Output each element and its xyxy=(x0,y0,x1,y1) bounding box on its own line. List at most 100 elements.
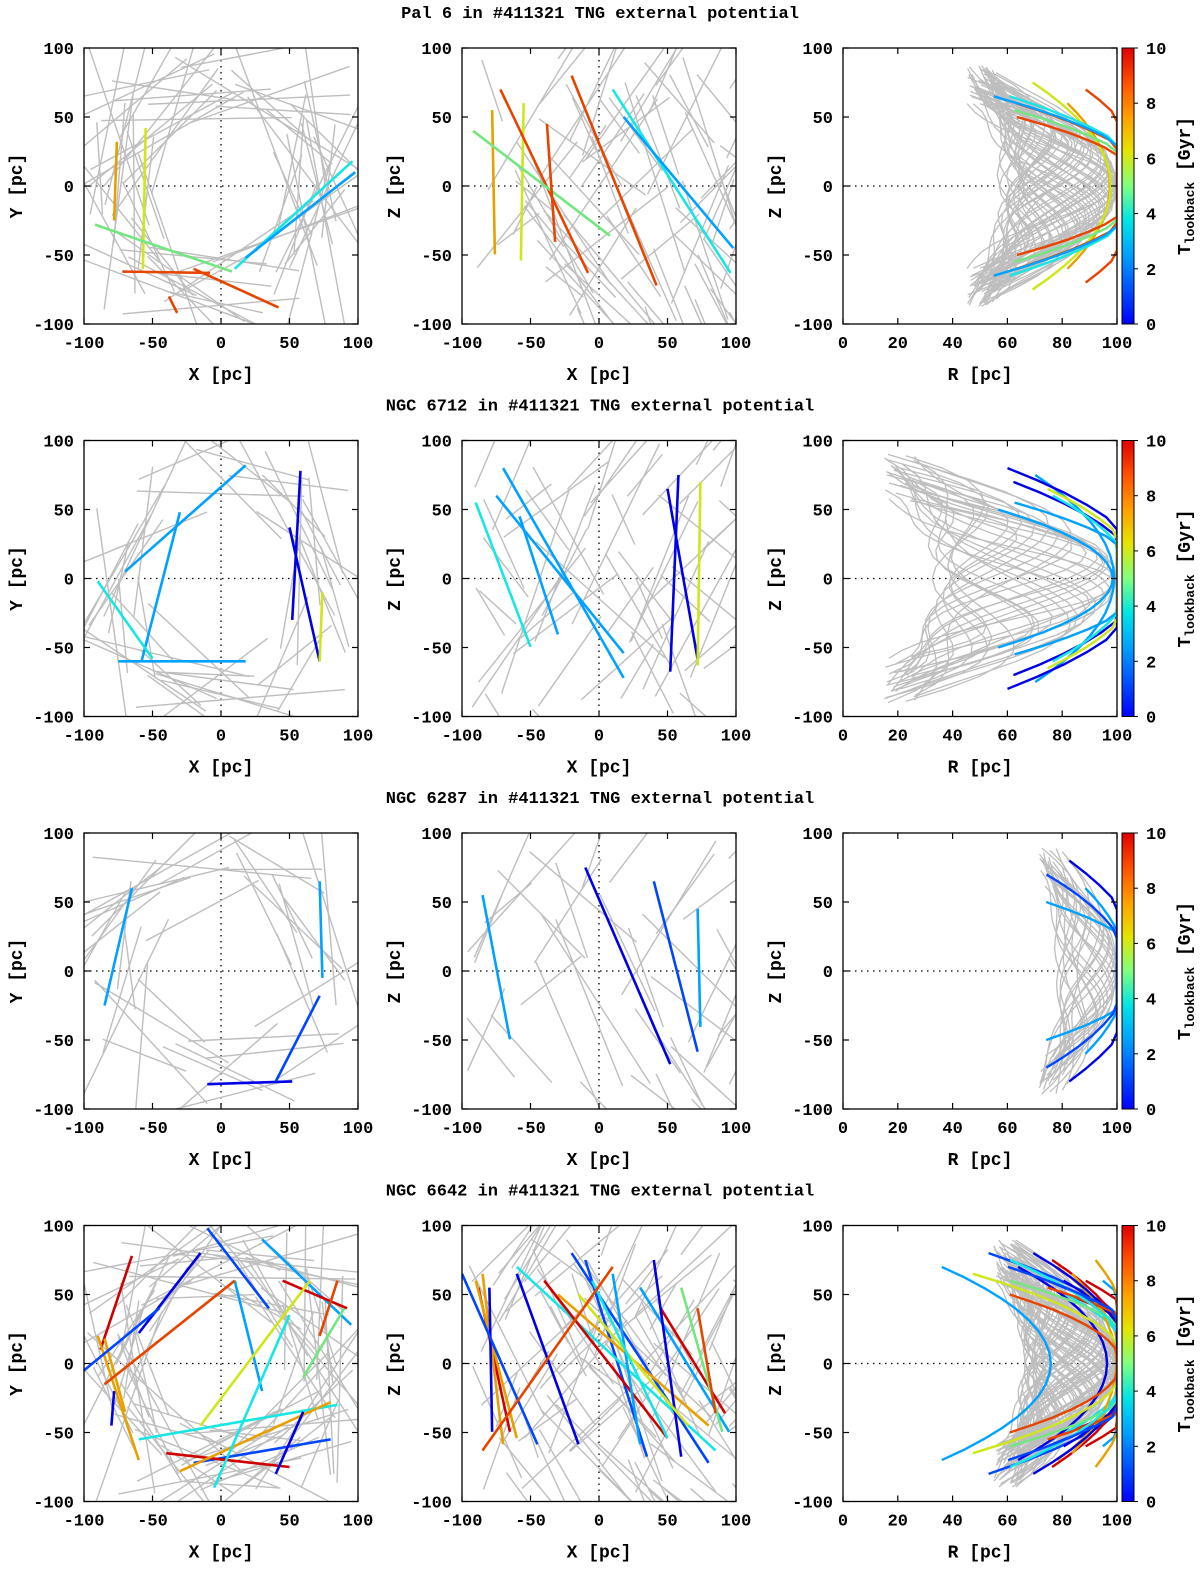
colorbar-gradient xyxy=(1121,47,1135,325)
colorbar-tick-label: 8 xyxy=(1146,1274,1156,1293)
orbit-segment xyxy=(474,440,496,488)
orbit-segment xyxy=(652,248,684,324)
orbit-segment xyxy=(478,547,587,683)
track-7 xyxy=(481,1273,505,1445)
orbit-segment xyxy=(717,1012,736,1037)
orbit-segment xyxy=(133,1330,158,1433)
orbit-segment xyxy=(188,1033,339,1042)
track-5 xyxy=(659,1307,727,1414)
track-15 xyxy=(302,1307,346,1378)
orbit-segment xyxy=(583,440,638,517)
track-20 xyxy=(481,1266,614,1452)
track-14 xyxy=(233,1280,264,1392)
orbit-segment xyxy=(160,679,279,710)
track-1 xyxy=(112,141,119,221)
orbit-segment xyxy=(588,1365,657,1438)
orbit-curve xyxy=(1002,1266,1104,1461)
orbit-segment xyxy=(679,1287,736,1396)
orbit-segment xyxy=(525,489,570,551)
orbit-segment xyxy=(478,590,517,625)
orbit-segment xyxy=(284,189,346,265)
track-16 xyxy=(1047,1286,1117,1441)
orbit-segment xyxy=(599,894,656,1012)
y-tick-label: -50 xyxy=(43,1033,74,1052)
colorbar-tick-label: 0 xyxy=(1146,1495,1156,1514)
orbit-segment xyxy=(516,142,612,285)
y-tick-label: 100 xyxy=(802,826,833,845)
orbit-segment xyxy=(566,1239,667,1377)
orbit-segment xyxy=(178,1022,278,1109)
orbit-segment xyxy=(84,891,161,954)
orbit-segment xyxy=(84,890,128,968)
orbit-segment xyxy=(187,1225,281,1272)
orbit-segment xyxy=(482,537,529,598)
orbit-segment xyxy=(158,833,253,886)
track-2 xyxy=(141,128,147,269)
orbit-segment xyxy=(697,254,729,324)
orbit-segment xyxy=(84,628,207,712)
orbit-curve xyxy=(884,489,1091,668)
orbit-segment xyxy=(293,115,305,255)
orbit-segment xyxy=(682,57,736,228)
orbit-segment xyxy=(84,165,161,262)
orbit-segment xyxy=(634,1008,681,1074)
track-5 xyxy=(474,502,532,648)
x-axis-label: X [pc] xyxy=(567,759,632,779)
orbit-segment xyxy=(670,1036,704,1106)
orbit-segment xyxy=(671,232,736,296)
orbit-segment xyxy=(213,1292,330,1316)
y-tick-label: -50 xyxy=(421,248,452,267)
orbit-segment xyxy=(571,97,597,151)
orbit-curve xyxy=(1015,1281,1112,1446)
orbit-segment xyxy=(624,82,686,274)
orbit-segment xyxy=(694,263,728,324)
orbit-curve xyxy=(1007,1273,1106,1454)
y-axis-label: Z [pc] xyxy=(767,1331,787,1396)
orbit-segment xyxy=(523,1225,572,1283)
x-tick-label: -50 xyxy=(515,1120,546,1139)
colorbar-tick-label: 8 xyxy=(1146,489,1156,508)
orbit-curve xyxy=(970,90,1085,282)
orbit-segment xyxy=(483,499,525,589)
x-tick-label: -50 xyxy=(137,1120,168,1139)
orbit-segment xyxy=(670,164,730,304)
track-11 xyxy=(166,1451,290,1469)
y-tick-label: 0 xyxy=(442,1357,452,1376)
orbit-segment xyxy=(720,441,736,487)
orbit-curve xyxy=(911,477,1034,680)
x-tick-label: 20 xyxy=(888,1513,908,1532)
orbit-segment xyxy=(111,592,175,663)
track-12 xyxy=(179,1400,332,1473)
orbit-segment xyxy=(113,102,126,244)
x-tick-label: 0 xyxy=(838,1120,848,1139)
orbit-segment xyxy=(669,74,709,148)
x-tick-label: 80 xyxy=(1052,335,1072,354)
track-18 xyxy=(212,1314,291,1489)
orbit-segment xyxy=(620,213,700,280)
orbit-curve xyxy=(996,1272,1086,1455)
panel-2-3: 0 20 40 60 80 100 -100 -50 0 50 100 R [pc] Z [pc] xyxy=(767,434,1132,779)
orbit-segment xyxy=(635,1225,733,1316)
track-2 xyxy=(137,1252,202,1334)
orbit-segment xyxy=(599,99,640,154)
panel-1-1: -100 -50 0 50 100 -100 -50 0 50 100 X [pc] Y [pc] xyxy=(8,41,373,386)
orbit-segment xyxy=(649,1282,678,1330)
orbit-segment xyxy=(634,1315,687,1405)
orbit-segment xyxy=(84,918,170,1096)
orbit-segment xyxy=(718,172,736,220)
panel-4-3: 0 20 40 60 80 100 -100 -50 0 50 100 R [pc] Z [pc] xyxy=(767,1219,1132,1564)
x-tick-label: 40 xyxy=(942,335,962,354)
orbit-segment xyxy=(497,869,586,959)
orbit-segment xyxy=(126,1367,180,1475)
orbit-segment xyxy=(84,639,217,700)
orbit-segment xyxy=(498,1437,553,1502)
colorbar-label-sub: lookback xyxy=(1183,574,1198,637)
orbit-segment xyxy=(321,124,336,238)
x-tick-label: 100 xyxy=(343,728,374,747)
orbit-segment xyxy=(491,440,531,531)
orbit-curve xyxy=(1044,885,1102,1057)
orbit-segment xyxy=(696,74,736,124)
orbit-segment xyxy=(503,1225,552,1300)
track-19 xyxy=(1007,1265,1117,1462)
colorbar-tick-label: 8 xyxy=(1146,96,1156,115)
